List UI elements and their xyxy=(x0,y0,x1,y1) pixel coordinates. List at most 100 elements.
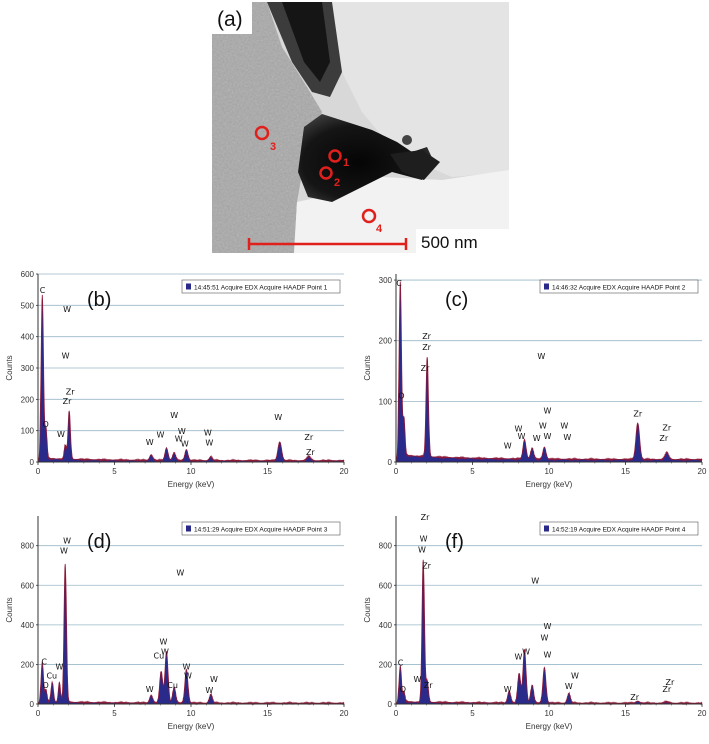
peak-label: Zr xyxy=(66,388,75,397)
micrograph-label-box xyxy=(212,2,252,34)
spectrum-area xyxy=(38,294,344,462)
peak-label: W xyxy=(60,547,68,556)
point-4-label: 4 xyxy=(376,223,383,235)
scale-bar-label-box xyxy=(416,229,509,253)
x-tick-label: 10 xyxy=(545,467,554,476)
spectrum-area xyxy=(396,281,702,462)
peak-label: W xyxy=(418,546,426,555)
peak-label: W xyxy=(178,427,186,436)
y-axis-label: Counts xyxy=(5,597,14,622)
legend: 14:51:29 Acquire EDX Acquire HAADF Point… xyxy=(181,521,341,536)
x-tick-label: 5 xyxy=(470,709,475,718)
micrograph-panel: 3 1 2 4 (a) 500 nm xyxy=(212,2,509,253)
peak-label: O xyxy=(400,685,406,694)
legend-swatch xyxy=(544,283,549,290)
peak-label: C xyxy=(40,286,46,295)
peak-label: W xyxy=(413,675,421,684)
y-axis-label: Counts xyxy=(363,355,372,380)
x-axis-label: Energy (keV) xyxy=(168,480,215,489)
legend-swatch xyxy=(186,283,191,290)
y-tick-label: 500 xyxy=(21,301,35,310)
peak-label: C xyxy=(41,657,47,666)
spectrum-line xyxy=(37,294,345,463)
y-tick-label: 300 xyxy=(379,276,393,285)
peak-label: Zr xyxy=(304,433,313,442)
panel-label: (b) xyxy=(87,289,111,311)
x-tick-label: 5 xyxy=(470,467,475,476)
peak-label: W xyxy=(514,425,522,434)
x-tick-label: 20 xyxy=(340,467,349,476)
peak-label: W xyxy=(55,662,63,671)
peak-label: W xyxy=(146,438,154,447)
peak-label: O xyxy=(43,420,49,429)
peak-label: W xyxy=(504,442,512,451)
peak-label: W xyxy=(159,638,167,647)
peak-label: Zr xyxy=(662,423,671,432)
peak-label: W xyxy=(565,682,573,691)
legend-swatch xyxy=(544,525,549,532)
peak-label: W xyxy=(156,431,164,440)
peak-label: W xyxy=(57,430,65,439)
y-tick-label: 600 xyxy=(379,581,393,590)
peak-label: W xyxy=(175,435,183,444)
point-markers: 3 1 2 4 xyxy=(254,125,383,235)
peak-label: W xyxy=(161,648,169,657)
peak-label: W xyxy=(504,685,512,694)
scale-bar-label: 500 nm xyxy=(421,233,478,252)
y-tick-label: 100 xyxy=(379,397,393,406)
x-tick-label: 15 xyxy=(263,709,272,718)
x-tick-label: 0 xyxy=(394,709,399,718)
peak-label: Cu xyxy=(154,651,165,660)
peak-label: Zr xyxy=(422,561,431,570)
peak-label: W xyxy=(537,352,545,361)
legend: 14:46:32 Acquire EDX Acquire HAADF Point… xyxy=(539,279,699,294)
x-tick-label: 15 xyxy=(263,467,272,476)
peak-label: W xyxy=(514,652,522,661)
y-tick-label: 200 xyxy=(21,395,35,404)
y-tick-label: 300 xyxy=(21,364,35,373)
spectrum-panel-d: 0 200 400 600 800 0 5 10 15 20 C O Cu W W W W Cu W W Cu W W W W W… xyxy=(2,508,352,744)
x-tick-label: 0 xyxy=(36,709,41,718)
peak-label: W xyxy=(540,634,548,643)
legend-label: 14:51:29 Acquire EDX Acquire HAADF Point… xyxy=(194,527,328,534)
peak-label: W xyxy=(544,650,552,659)
peak-label: W xyxy=(63,537,71,546)
peak-label: Zr xyxy=(306,448,315,457)
y-tick-label: 200 xyxy=(379,337,393,346)
y-tick-label: 400 xyxy=(21,621,35,630)
spectrum-panel-b: 0 100 200 300 400 500 600 0 5 10 15 20 C O W Zr Zr W W W W W W… xyxy=(2,266,352,502)
x-axis-label: Energy (keV) xyxy=(526,480,573,489)
y-tick-label: 800 xyxy=(379,542,393,551)
peak-label: W xyxy=(531,576,539,585)
peak-label: Zr xyxy=(422,332,431,341)
peak-label: Zr xyxy=(665,678,674,687)
peak-label: O xyxy=(398,391,404,400)
legend-label: 14:46:32 Acquire EDX Acquire HAADF Point… xyxy=(552,285,686,292)
x-tick-label: 15 xyxy=(621,467,630,476)
plot-area xyxy=(396,516,702,704)
y-tick-label: 0 xyxy=(30,458,35,467)
y-tick-label: 0 xyxy=(30,700,35,709)
y-axis-label: Counts xyxy=(5,355,14,380)
x-axis-label: Energy (keV) xyxy=(168,722,215,731)
y-axis-label: Counts xyxy=(363,597,372,622)
peak-label: W xyxy=(181,439,189,448)
x-tick-label: 20 xyxy=(698,709,707,718)
peak-label: Zr xyxy=(421,364,430,373)
y-tick-label: 0 xyxy=(388,458,393,467)
legend-label: 14:45:51 Acquire EDX Acquire HAADF Point… xyxy=(194,285,328,292)
legend-box xyxy=(539,521,699,536)
peak-label: W xyxy=(205,439,213,448)
peak-label: Zr xyxy=(424,681,433,690)
x-tick-label: 0 xyxy=(36,467,41,476)
peak-label: W xyxy=(522,648,530,657)
peak-label: W xyxy=(210,675,218,684)
peak-label: W xyxy=(544,432,552,441)
panel-label: (f) xyxy=(445,531,464,553)
x-tick-label: 20 xyxy=(698,467,707,476)
peak-label: C xyxy=(398,658,404,667)
peak-label: Zr xyxy=(421,513,430,522)
